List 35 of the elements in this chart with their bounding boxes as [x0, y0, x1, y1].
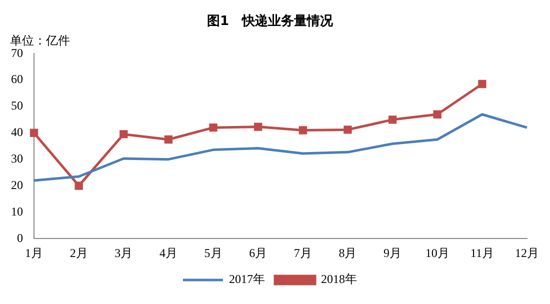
y-tick-label: 30: [11, 151, 23, 166]
point: [478, 80, 486, 88]
point: [344, 126, 352, 134]
x-tick-label: 7月: [294, 246, 312, 260]
x-tick-label: 6月: [249, 246, 268, 260]
x-tick-label: 3月: [114, 246, 133, 260]
chart-title: 图1 快递业务量情况: [206, 13, 334, 30]
x-tick-label: 9月: [384, 246, 402, 260]
y-tick-label: 20: [11, 178, 23, 192]
y-tick-label: 50: [11, 98, 23, 113]
y-tick-label: 10: [11, 204, 23, 218]
y-axis-title: 单位：亿件: [10, 34, 70, 48]
x-tick-label: 8月: [338, 246, 357, 260]
point: [209, 124, 218, 132]
point: [433, 110, 442, 118]
x-tick-label: 11月: [470, 246, 494, 260]
x-tick-label: 1月: [25, 246, 43, 260]
x-tick-label: 4月: [159, 246, 178, 260]
x-tick-label: 12月: [515, 246, 539, 260]
point: [74, 182, 83, 190]
legend-label: 2018年: [321, 272, 357, 286]
y-tick-label: 40: [11, 125, 23, 140]
y-tick-label: 70: [11, 46, 23, 60]
y-tick-label: 60: [11, 72, 23, 86]
point: [388, 116, 397, 124]
x-tick-label: 5月: [204, 246, 222, 260]
x-tick-label: 10月: [425, 246, 450, 260]
point: [254, 122, 262, 131]
point: [298, 126, 307, 134]
legend-label: 2017年: [229, 272, 265, 286]
point: [164, 135, 173, 144]
point: [120, 130, 128, 138]
point: [30, 128, 38, 137]
y-tick-label: 0: [17, 230, 23, 245]
x-tick-label: 2月: [70, 246, 88, 260]
